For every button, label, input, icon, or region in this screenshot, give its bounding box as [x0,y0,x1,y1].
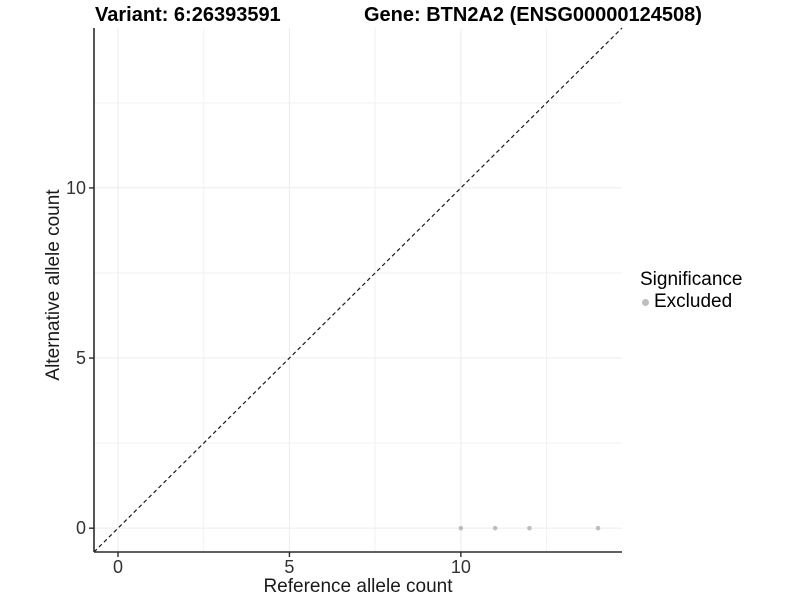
y-tick-label: 5 [76,348,86,368]
y-tick-label: 10 [66,178,86,198]
data-point [492,525,498,531]
data-point [595,525,601,531]
data-point [458,525,464,531]
y-tick-label: 0 [76,518,86,538]
x-tick-label: 10 [451,557,471,577]
x-tick-label: 5 [284,557,294,577]
plot-title-gene: Gene: BTN2A2 (ENSG00000124508) [364,4,702,26]
legend-entries: Excluded [640,291,742,313]
legend-key-dot-icon [642,298,649,306]
identity-dashed-line [93,27,623,553]
legend-entry-label: Excluded [654,291,733,312]
legend: Significance Excluded [640,269,742,313]
x-tick-label: 0 [113,557,123,577]
data-point [527,525,532,531]
legend-title: Significance [640,269,743,290]
legend-entry: Excluded [640,291,742,313]
y-axis-title: Alternative allele count [43,189,64,381]
x-axis-title: Reference allele count [263,576,453,597]
plot-title-variant: Variant: 6:26393591 [95,4,281,26]
